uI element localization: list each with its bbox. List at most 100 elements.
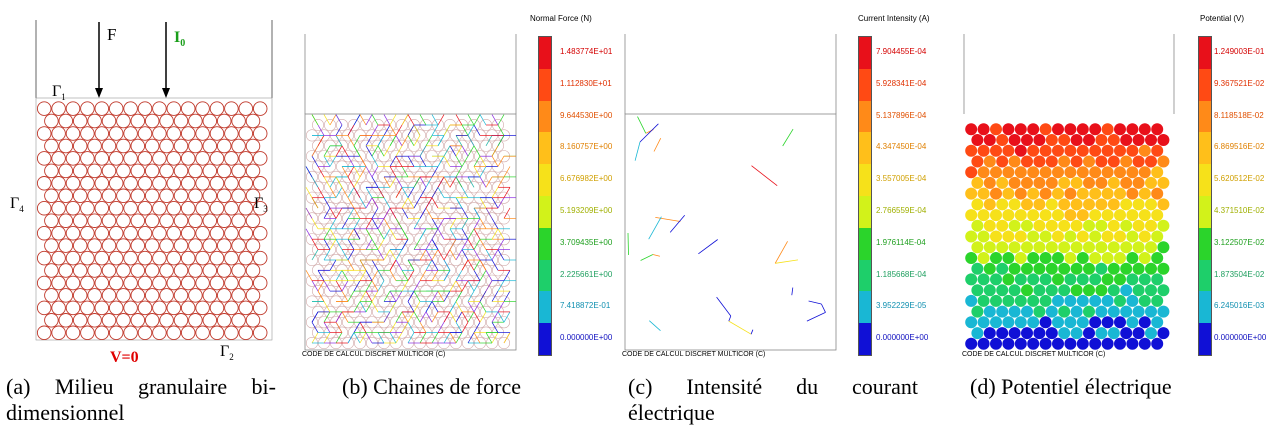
particle xyxy=(130,288,146,303)
force-chain-segment xyxy=(473,259,481,271)
particle xyxy=(216,263,232,278)
force-chain-segment xyxy=(497,239,505,250)
force-chain-segment xyxy=(407,155,415,167)
particle xyxy=(1033,241,1046,254)
colorbar-segment xyxy=(859,37,871,69)
force-chain-segment xyxy=(473,228,481,240)
force-chain-segment xyxy=(479,239,487,250)
current-intensity-plot xyxy=(624,34,837,351)
current-segment xyxy=(634,141,641,161)
particle xyxy=(1157,305,1170,318)
particle xyxy=(116,213,131,228)
force-chain-segment xyxy=(431,114,439,126)
particle xyxy=(983,176,996,189)
particle xyxy=(152,126,167,141)
particle xyxy=(1045,241,1058,254)
particle xyxy=(1052,187,1064,200)
force-chain-segment xyxy=(395,155,403,167)
granular-medium-diagram: F I0 Γ1 Γ4 Γ3 Γ2 V=0 xyxy=(10,20,273,366)
particle xyxy=(426,316,439,329)
particle xyxy=(983,284,996,297)
particle xyxy=(44,313,59,328)
force-chain-segment xyxy=(323,332,331,344)
force-chain-segment xyxy=(485,270,493,281)
particle xyxy=(1089,187,1102,200)
force-chain-segment xyxy=(461,249,469,261)
particle xyxy=(1008,198,1021,211)
particle xyxy=(94,300,110,316)
force-chain-segment xyxy=(353,322,361,333)
particle xyxy=(1039,166,1052,179)
particle xyxy=(1145,219,1157,232)
particle xyxy=(224,225,239,241)
particle xyxy=(438,254,451,267)
particle xyxy=(1064,294,1077,307)
particle xyxy=(101,238,117,253)
particle xyxy=(72,163,88,179)
particle xyxy=(1002,187,1015,200)
particle xyxy=(1089,166,1102,179)
particle xyxy=(65,275,81,291)
force-chain-segment xyxy=(497,249,505,261)
force-chain-segment xyxy=(389,166,397,178)
particle xyxy=(1064,187,1077,200)
particle xyxy=(202,238,218,253)
particle xyxy=(1021,198,1033,211)
particle xyxy=(245,313,261,328)
force-chain-segment xyxy=(431,166,439,178)
particle xyxy=(51,200,66,216)
force-chain-segment xyxy=(353,207,361,219)
gamma2-label: Γ2 xyxy=(220,343,234,362)
particle xyxy=(238,325,254,341)
particle xyxy=(1052,209,1064,222)
particle xyxy=(353,191,366,204)
force-chain-segment xyxy=(467,228,475,240)
particle xyxy=(1120,327,1133,340)
force-chain-segment xyxy=(341,166,349,178)
particle xyxy=(65,101,81,116)
particle xyxy=(1027,123,1040,136)
particle xyxy=(80,151,95,166)
force-chain-segment xyxy=(365,332,373,344)
particle xyxy=(216,288,232,303)
particle xyxy=(58,113,74,129)
particle xyxy=(990,316,1002,329)
current-segment xyxy=(698,239,718,255)
colorbar-tick-label: 3.122507E-02 xyxy=(1214,237,1265,247)
particle xyxy=(252,101,268,116)
particle xyxy=(450,295,463,308)
particle xyxy=(195,176,210,191)
particle xyxy=(1076,294,1089,307)
force-chain-segment xyxy=(479,301,487,313)
particle xyxy=(1095,305,1108,318)
force-chain-segment xyxy=(437,228,445,240)
particle xyxy=(347,139,360,152)
force-chain-segment xyxy=(383,207,391,219)
particle xyxy=(94,225,110,241)
particle xyxy=(1083,284,1095,297)
particle xyxy=(977,123,990,136)
particle xyxy=(65,126,81,141)
particle xyxy=(1039,316,1052,329)
particle xyxy=(996,262,1009,275)
force-chain-segment xyxy=(491,322,499,333)
particle xyxy=(1058,134,1071,146)
force-chain-segment xyxy=(389,332,397,344)
particle xyxy=(1095,262,1108,275)
particle xyxy=(58,313,74,328)
force-chain-segment xyxy=(341,218,349,229)
force-chain-segment xyxy=(335,239,343,250)
force-chain-segment xyxy=(461,259,469,271)
particle xyxy=(1120,155,1133,168)
particle xyxy=(366,233,379,246)
particle xyxy=(1052,294,1064,307)
particle xyxy=(450,316,463,329)
particle xyxy=(173,263,189,278)
force-chain-segment xyxy=(305,207,313,219)
particle xyxy=(1033,176,1046,189)
particle xyxy=(1076,187,1089,200)
particle xyxy=(1052,230,1064,243)
particle xyxy=(1114,337,1126,350)
particle xyxy=(977,187,990,200)
particle xyxy=(990,294,1002,307)
